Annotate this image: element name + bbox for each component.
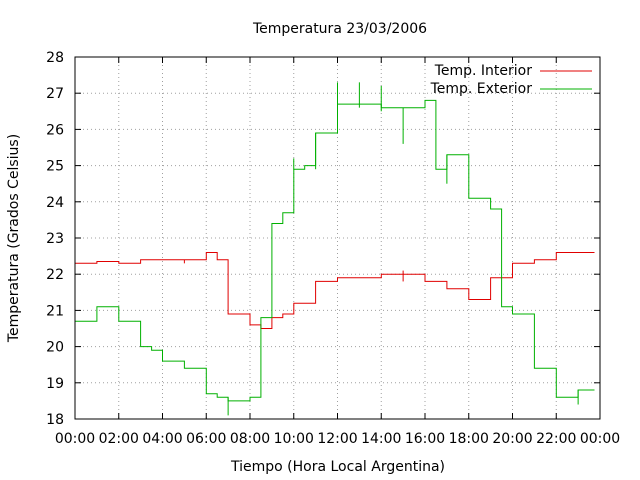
x-axis-label: Tiempo (Hora Local Argentina) (230, 459, 445, 475)
y-tick-label: 28 (46, 50, 64, 66)
legend-label-interior: Temp. Interior (434, 63, 533, 79)
x-tick-label: 20:00 (492, 431, 532, 447)
y-tick-label: 18 (46, 412, 64, 428)
y-tick-label: 25 (46, 159, 64, 175)
x-tick-label: 14:00 (361, 431, 401, 447)
series-layer (75, 82, 595, 416)
x-tick-label: 08:00 (230, 431, 270, 447)
y-tick-label: 21 (46, 303, 64, 319)
series-line-interior (75, 252, 595, 329)
y-tick-label: 23 (46, 231, 64, 247)
y-tick-label: 22 (46, 267, 64, 283)
tick-labels: 00:00 02:00 04:00 06:00 08:00 10:00 12:00 14:00… (46, 50, 620, 447)
x-tick-label: 06:00 (186, 431, 226, 447)
series-line-exterior (75, 99, 595, 402)
y-tick-label: 26 (46, 122, 64, 138)
x-tick-label: 04:00 (142, 431, 182, 447)
x-tick-label: 00:00 (55, 431, 95, 447)
y-tick-label: 20 (46, 340, 64, 356)
legend: Temp. Interior Temp. Exterior (430, 63, 592, 97)
x-tick-label: 22:00 (536, 431, 576, 447)
x-tick-label: 18:00 (449, 431, 489, 447)
x-tick-label: 10:00 (274, 431, 314, 447)
y-axis-label: Temperatura (Grados Celsius) (6, 134, 22, 343)
x-tick-label: 00:00 (580, 431, 620, 447)
tick-marks (74, 56, 601, 420)
x-tick-label: 12:00 (317, 431, 357, 447)
chart-title: Temperatura 23/03/2006 (252, 21, 427, 37)
grid-lines (75, 57, 600, 419)
y-tick-label: 24 (46, 195, 64, 211)
y-tick-label: 19 (46, 376, 64, 392)
x-tick-label: 16:00 (405, 431, 445, 447)
y-tick-label: 27 (46, 86, 64, 102)
legend-label-exterior: Temp. Exterior (430, 81, 533, 97)
x-tick-label: 02:00 (99, 431, 139, 447)
